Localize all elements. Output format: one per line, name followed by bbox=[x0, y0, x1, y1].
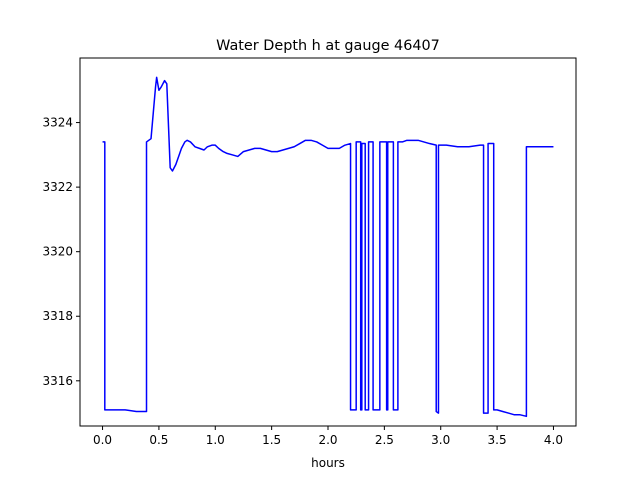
x-axis-label: hours bbox=[311, 456, 345, 470]
axes-frame bbox=[79, 57, 577, 427]
x-tick-label: 2.5 bbox=[375, 433, 394, 447]
plot-area bbox=[102, 76, 554, 418]
x-tick-label: 1.5 bbox=[262, 433, 281, 447]
x-tick-label: 4.0 bbox=[544, 433, 563, 447]
x-tick-label: 1.0 bbox=[206, 433, 225, 447]
x-tick-label: 0.5 bbox=[149, 433, 168, 447]
x-axis: 0.0 0.5 1.0 1.5 2.0 2.5 3.0 3.5 4.0 bbox=[93, 426, 563, 447]
chart-title: Water Depth h at gauge 46407 bbox=[216, 38, 440, 54]
x-tick-label: 0.0 bbox=[93, 433, 112, 447]
y-tick-label: 3324 bbox=[42, 116, 73, 130]
y-axis: 3316 3318 3320 3322 3324 bbox=[42, 116, 80, 388]
x-tick-label: 2.0 bbox=[318, 433, 337, 447]
y-tick-label: 3322 bbox=[42, 180, 73, 194]
y-tick-label: 3320 bbox=[42, 245, 73, 259]
y-tick-label: 3318 bbox=[42, 309, 73, 323]
series-line-0 bbox=[102, 76, 554, 418]
x-tick-label: 3.0 bbox=[431, 433, 450, 447]
y-tick-label: 3316 bbox=[42, 374, 73, 388]
x-tick-label: 3.5 bbox=[488, 433, 507, 447]
